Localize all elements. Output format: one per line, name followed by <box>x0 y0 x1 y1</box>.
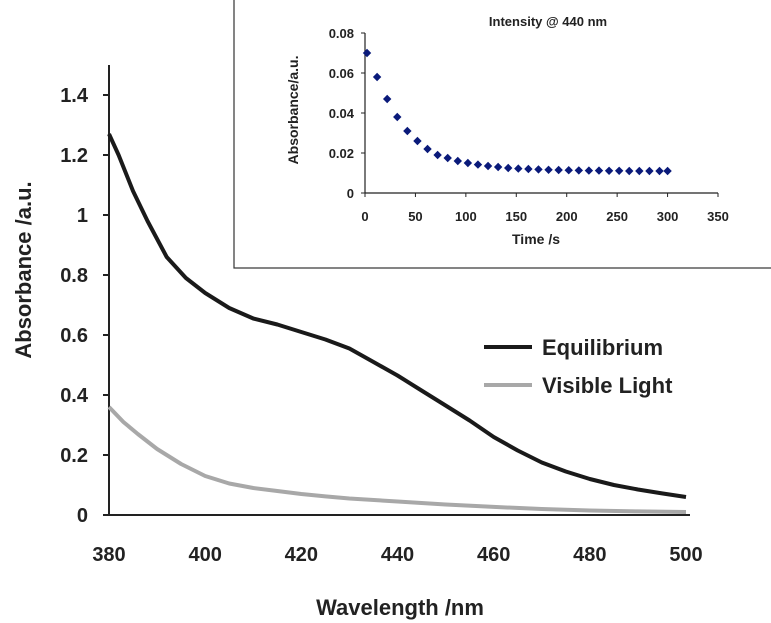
main-y-tick-group: 0 0.2 0.4 0.6 0.8 1 1.2 1.4 <box>60 85 109 527</box>
inset-data-point <box>493 162 503 172</box>
inset-data-point <box>655 166 664 176</box>
inset-data-point <box>544 165 553 174</box>
inset-frame <box>233 0 771 269</box>
main-y-tick-label: 0.6 <box>60 325 88 347</box>
series-line-equilibrium <box>107 133 687 499</box>
inset-data-point <box>534 165 543 174</box>
main-x-tick-label: 460 <box>477 544 510 566</box>
legend-label-visible-light: Visible Light <box>542 373 673 398</box>
main-x-tick-label: 400 <box>188 544 221 566</box>
main-y-tick-label: 0 <box>77 505 88 527</box>
inset-data-point <box>463 158 473 168</box>
inset-data-point <box>393 112 402 122</box>
inset-data-point <box>574 166 584 175</box>
inset-data-point <box>433 150 442 160</box>
inset-data-point <box>514 164 523 173</box>
inset-data-point <box>554 165 563 175</box>
inset-data-point <box>504 163 513 173</box>
inset-data-point <box>584 166 594 175</box>
inset-data-point <box>524 164 533 174</box>
inset-data-point <box>614 166 624 175</box>
main-series-group <box>107 133 687 514</box>
series-line-visible-light <box>107 405 687 514</box>
main-y-tick-label: 0.8 <box>60 265 88 287</box>
main-y-tick-label: 0.2 <box>60 445 88 467</box>
inset-data-point <box>483 161 493 171</box>
inset-data-point <box>443 153 452 163</box>
inset-data-point <box>423 144 432 154</box>
main-y-tick-label: 1 <box>77 205 88 227</box>
inset-data-point <box>625 166 634 176</box>
inset-data-point <box>594 166 604 175</box>
inset-y-tick-label: 0.04 <box>329 106 355 121</box>
inset-y-tick-label: 0.02 <box>329 146 354 161</box>
inset-data-point <box>382 94 392 104</box>
inset-y-tick-label: 0 <box>347 186 354 201</box>
main-y-tick-label: 0.4 <box>60 385 89 407</box>
main-x-tick-label: 480 <box>573 544 606 566</box>
inset-data-point <box>663 166 672 176</box>
inset-series-group <box>362 48 672 176</box>
main-x-tick-group: 380 400 420 440 460 480 500 <box>92 544 702 566</box>
main-x-axis-title: Wavelength /nm <box>316 595 484 620</box>
main-chart: 380 400 420 440 460 480 500 00.20.40.60.811.21… <box>11 65 703 620</box>
inset-x-tick-label: 200 <box>556 209 578 224</box>
inset-data-point <box>473 160 483 169</box>
inset-y-tick-label: 0.06 <box>329 66 354 81</box>
inset-x-tick-label: 100 <box>455 209 477 224</box>
inset-y-tick-group: 0 0.02 0.04 0.06 0.08 <box>329 26 365 201</box>
inset-data-point <box>413 136 422 146</box>
inset-data-point <box>604 166 614 175</box>
inset-data-point <box>372 72 382 82</box>
inset-title: Intensity @ 440 nm <box>489 14 607 29</box>
inset-x-tick-label: 0 <box>361 209 368 224</box>
main-x-tick-label: 420 <box>285 544 318 566</box>
inset-x-tick-label: 350 <box>707 209 729 224</box>
legend: Equilibrium Visible Light <box>484 335 673 398</box>
inset-data-point <box>362 48 372 58</box>
inset-x-tick-label: 300 <box>657 209 679 224</box>
inset-y-tick-label: 0.08 <box>329 26 354 41</box>
inset-data-point <box>453 156 462 166</box>
inset-data-point <box>635 166 644 176</box>
inset-data-point <box>645 166 654 176</box>
inset-y-axis-title: Absorbance/a.u. <box>285 56 301 165</box>
main-x-tick-label: 500 <box>669 544 702 566</box>
inset-x-tick-group: 0 50 100 150 200 250 300 350 <box>361 193 729 224</box>
inset-x-tick-label: 250 <box>606 209 628 224</box>
inset-chart: Intensity @ 440 nm 0 50 100 150 200 250 300 350… <box>233 0 771 269</box>
inset-data-point <box>564 166 573 175</box>
inset-data-point <box>403 126 412 136</box>
inset-x-tick-label: 150 <box>505 209 527 224</box>
main-x-tick-label: 440 <box>381 544 414 566</box>
inset-x-tick-label: 50 <box>408 209 422 224</box>
main-y-axis-title: Absorbance /a.u. <box>11 181 36 358</box>
main-x-tick-label: 380 <box>92 544 125 566</box>
legend-label-equilibrium: Equilibrium <box>542 335 663 360</box>
main-y-tick-label: 1.4 <box>60 85 89 107</box>
main-y-tick-label: 1.2 <box>60 145 88 167</box>
inset-x-axis-title: Time /s <box>512 231 560 247</box>
